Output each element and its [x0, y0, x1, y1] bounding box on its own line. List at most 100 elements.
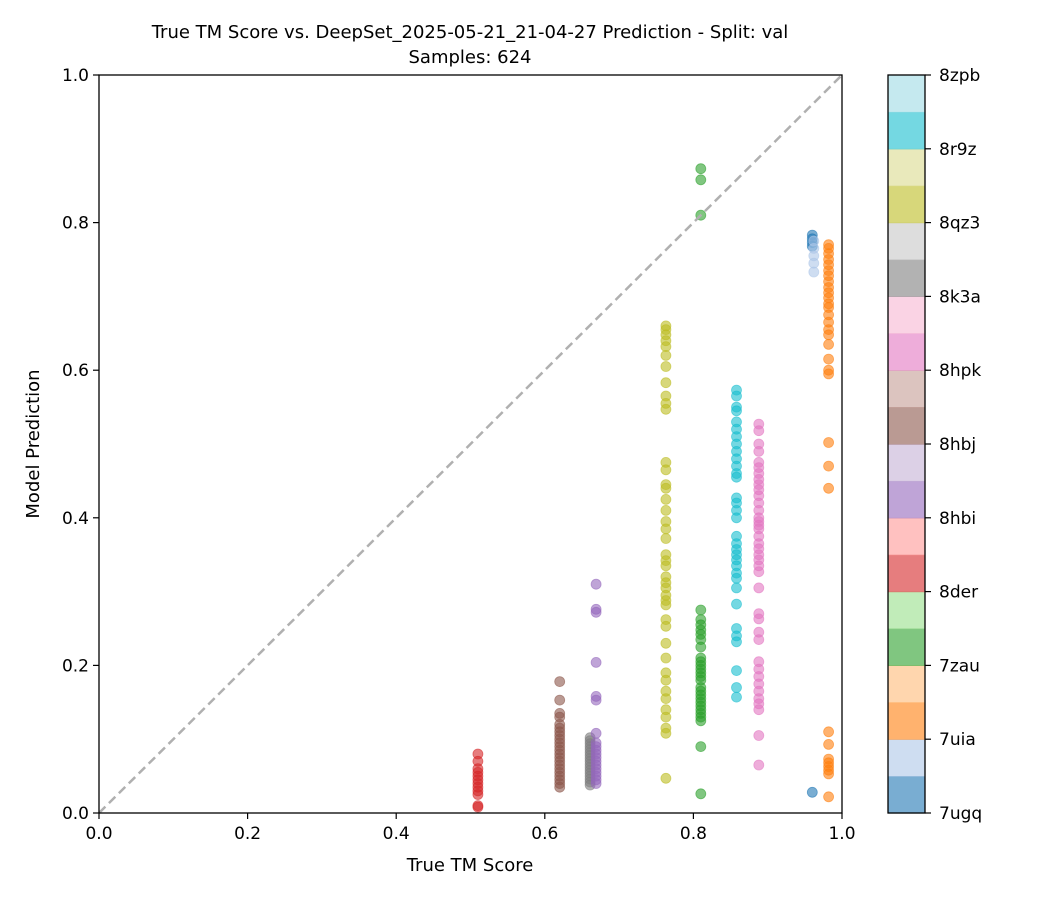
y-tick-label: 0.4 [62, 509, 89, 529]
data-point [590, 657, 602, 668]
data-point [660, 772, 672, 784]
colorbar-segment [888, 480, 925, 519]
colorbar-tick-label: 8zpb [939, 66, 980, 86]
data-point [660, 693, 672, 704]
y-tick-label: 0.6 [62, 361, 89, 381]
data-point [753, 613, 765, 625]
data-point [753, 445, 765, 457]
data-point [695, 641, 707, 653]
colorbar [888, 75, 925, 814]
data-point [731, 512, 742, 524]
data-point [823, 353, 834, 365]
data-point [753, 425, 765, 437]
colorbar-tick-label: 7uia [939, 730, 976, 750]
data-point [472, 789, 484, 800]
data-point [753, 759, 765, 771]
colorbar-tick-label: 8qz3 [939, 214, 980, 234]
data-point [660, 377, 672, 389]
data-point [753, 634, 765, 645]
x-axis-ticks: 0.0 0.2 0.4 0.6 0.8 1.0 [85, 813, 856, 844]
identity-reference-line [98, 74, 843, 814]
data-point [660, 349, 672, 361]
data-point [731, 405, 742, 417]
data-point [554, 694, 566, 706]
data-point [660, 620, 672, 632]
colorbar-tick-label: 7ugq [939, 804, 982, 824]
data-point [660, 711, 672, 723]
colorbar-tick-label: 8der [939, 583, 978, 603]
data-point [660, 403, 672, 415]
colorbar-segment [888, 665, 925, 703]
data-point [660, 493, 672, 505]
data-point [695, 174, 707, 186]
data-point [695, 741, 707, 752]
colorbar-tick-label: 7zau [939, 656, 980, 676]
data-point [660, 560, 672, 572]
data-points [472, 163, 834, 813]
y-tick-label: 1.0 [62, 66, 89, 86]
colorbar-segment [888, 776, 925, 814]
data-point [823, 726, 834, 738]
colorbar-tick-label: 8hpk [939, 361, 981, 381]
chart-subtitle: Samples: 624 [408, 47, 531, 68]
data-point [660, 637, 672, 649]
data-point [590, 606, 602, 618]
data-point [660, 533, 672, 544]
colorbar-segment [888, 333, 925, 371]
x-tick-label: 0.2 [234, 824, 261, 844]
colorbar-segment [888, 702, 925, 740]
colorbar-segment [888, 75, 925, 113]
colorbar-segment [888, 444, 925, 482]
x-tick-label: 0.4 [383, 824, 410, 844]
colorbar-tick-label: 8k3a [939, 287, 981, 307]
x-tick-label: 0.8 [680, 824, 707, 844]
y-axis-label: Model Prediction [23, 369, 44, 518]
colorbar-segment [888, 517, 925, 556]
plot-frame [98, 74, 843, 814]
data-point [660, 652, 672, 664]
data-point [660, 464, 672, 476]
data-point [823, 460, 834, 472]
data-point [823, 768, 834, 780]
data-point [660, 504, 672, 516]
data-point [731, 572, 742, 584]
data-point [823, 329, 834, 341]
y-tick-label: 0.8 [62, 214, 89, 234]
data-point [660, 727, 672, 739]
x-tick-label: 0.0 [85, 824, 112, 844]
data-point [753, 730, 765, 741]
data-point [808, 266, 820, 278]
colorbar-tick-label: 8hbj [939, 435, 976, 455]
data-point [590, 778, 602, 789]
colorbar-segment [888, 628, 925, 666]
data-point [823, 482, 834, 494]
data-point [753, 582, 765, 594]
data-point [660, 482, 672, 494]
colorbar-segment [888, 591, 925, 630]
data-point [806, 786, 818, 798]
colorbar-segment [888, 111, 925, 150]
colorbar-segment [888, 148, 925, 187]
data-point [823, 739, 834, 750]
data-point [554, 781, 566, 793]
data-point [660, 361, 672, 372]
chart-title: True TM Score vs. DeepSet_2025-05-21_21-… [151, 22, 789, 43]
data-point [660, 523, 672, 535]
colorbar-segment [888, 185, 925, 224]
colorbar-tick-label: 8hbi [939, 509, 976, 529]
data-point [823, 338, 834, 350]
data-point [823, 791, 834, 803]
data-point [590, 694, 602, 706]
data-point [731, 471, 742, 483]
x-axis-label: True TM Score [406, 855, 534, 876]
data-point [660, 599, 672, 611]
data-point [731, 691, 742, 703]
data-point [823, 368, 834, 380]
y-axis-ticks: 0.0 0.2 0.4 0.6 0.8 1.0 [62, 66, 99, 824]
data-point [472, 801, 484, 813]
data-point [695, 788, 707, 800]
data-point [823, 437, 834, 448]
data-point [660, 674, 672, 686]
y-tick-label: 0.0 [62, 804, 89, 824]
